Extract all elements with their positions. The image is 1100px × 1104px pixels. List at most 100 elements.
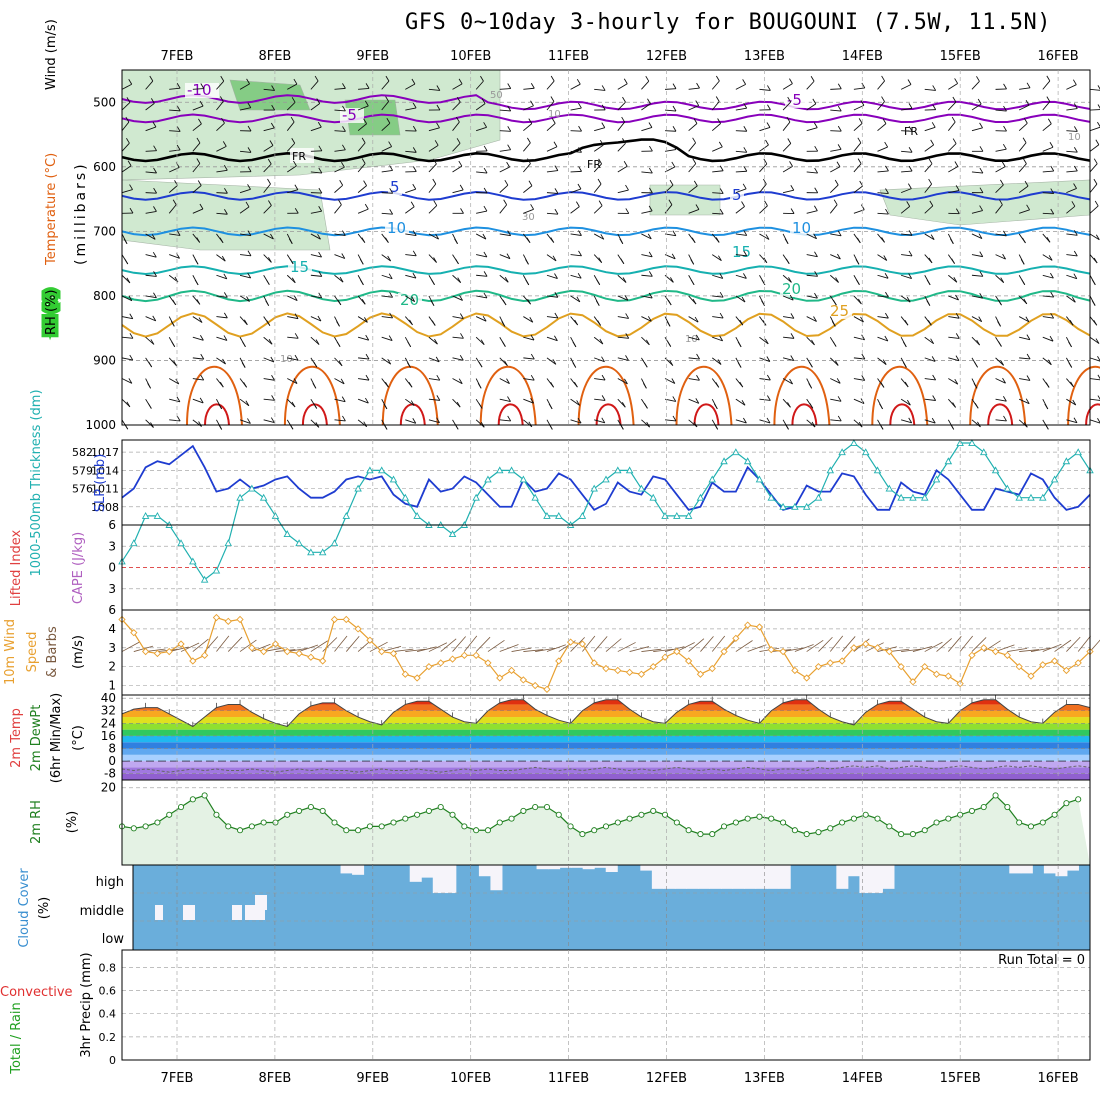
rh-point	[155, 820, 160, 825]
cloud-high-gap	[767, 865, 779, 889]
rh-point	[497, 820, 502, 825]
slp-ylabel: SLP (mb)	[93, 454, 108, 513]
y-tick-label: 700	[93, 224, 116, 238]
wind-barb-10m	[453, 636, 466, 651]
ylabel-wind: Wind (m/s)	[44, 19, 59, 90]
thickness-ylabel: 1000-500mb Thickness (dm)	[29, 389, 44, 576]
wind-ylabel-barbs-line: & Barbs	[45, 626, 60, 678]
cloud-high-gap	[848, 865, 860, 876]
wind-barb-10m	[606, 639, 621, 652]
precip-tick-label: 0.4	[99, 1008, 117, 1021]
thickness-point	[579, 513, 585, 519]
precip-ylabel-convective-text: Convective	[0, 985, 73, 1000]
cloud-high-gap	[490, 865, 502, 890]
wind-barb-10m	[925, 642, 943, 651]
rh-point	[332, 820, 337, 825]
date-label-top: 11FEB	[548, 49, 589, 64]
wind-barb-10m	[488, 640, 505, 651]
wind-ylabel-barbs: & Barbs	[45, 626, 60, 678]
date-label-bottom: 15FEB	[940, 1071, 981, 1086]
cloud-high-gap	[698, 865, 710, 889]
cloud-high-gap	[421, 865, 433, 878]
rh-point	[1064, 801, 1069, 806]
wind-barb-10m	[299, 645, 318, 652]
y-tick-label: 800	[93, 289, 116, 303]
li-tick-label: 3	[108, 582, 116, 596]
temp-band	[122, 704, 1090, 710]
rh-point	[226, 824, 231, 829]
precip-ylabel-units-text: 3hr Precip (mm)	[79, 952, 94, 1057]
rh-point	[308, 804, 313, 809]
rh-fill	[122, 795, 1090, 865]
wind-barb	[665, 131, 676, 132]
cross-ylabel: RH (%)Temperature (°C)Wind (m/s)	[44, 19, 59, 335]
wind-speed-point	[638, 671, 644, 677]
wind-speed-point	[284, 649, 290, 655]
cloud-high-gap	[583, 865, 595, 869]
wind-barb-flag	[1095, 201, 1098, 206]
date-label-top: 13FEB	[744, 49, 785, 64]
wind-barb-10m	[476, 637, 490, 651]
temp-band	[122, 711, 1090, 717]
cloud-units-ylabel: (%)	[37, 897, 52, 920]
wind-ylabel-speed: Speed	[25, 632, 40, 673]
wind-speed-point	[827, 660, 833, 666]
wind-speed-point	[261, 649, 267, 655]
rh-point	[698, 831, 703, 836]
rh-point	[733, 820, 738, 825]
rh-point	[178, 804, 183, 809]
wind-barb-10m	[618, 642, 636, 651]
rh-point	[910, 831, 915, 836]
wind-barb	[1090, 109, 1100, 110]
wind-speed-point	[945, 673, 951, 679]
temp-band	[122, 749, 1090, 755]
rh-point	[1076, 797, 1081, 802]
date-label-bottom: 10FEB	[450, 1071, 491, 1086]
rh-point	[686, 828, 691, 833]
minmax-ylabel: (6hr Min/Max)	[49, 693, 64, 783]
temp-tick-label: 0	[108, 754, 116, 768]
date-label-top: 14FEB	[842, 49, 883, 64]
wind-speed-point	[202, 652, 208, 658]
li-ylabel-line: Lifted Index	[9, 529, 24, 606]
wind-barb	[1090, 89, 1100, 90]
cloud-high-gap	[882, 865, 894, 889]
wind-speed-point	[296, 650, 302, 656]
wind-speed-point	[308, 654, 314, 660]
rh-point	[1040, 820, 1045, 825]
wind-speed-point	[627, 669, 633, 675]
rh-point	[993, 793, 998, 798]
thickness-point	[213, 568, 219, 574]
thickness-point	[343, 513, 349, 519]
date-label-bottom: 14FEB	[842, 1071, 883, 1086]
wind-barb-10m	[594, 636, 607, 651]
cloud-high-gap	[433, 865, 445, 893]
wind-barb-10m	[429, 643, 447, 652]
wind-barb-10m	[948, 636, 961, 651]
rh-point	[167, 812, 172, 817]
precip-tick-label: 0	[109, 1054, 116, 1067]
wind-barb	[1090, 206, 1098, 213]
rh-contour-label: 10	[1068, 132, 1081, 143]
rh-point	[509, 816, 514, 821]
cloud-high-gap	[444, 865, 456, 893]
wind-ylabel-units: (m/s)	[71, 635, 86, 669]
minmax-ylabel-line: (6hr Min/Max)	[49, 693, 64, 783]
rh-point	[556, 812, 561, 817]
wind-speed-point	[863, 641, 869, 647]
cloud-level-low: low	[102, 932, 125, 947]
isotherm-label: 20	[400, 291, 419, 309]
ylabel-temperature: Temperature (°C)	[44, 153, 59, 266]
cape-ylabel: CAPE (J/kg)	[71, 532, 86, 604]
wind-barb-10m	[1043, 644, 1062, 651]
cloud-high-gap	[721, 865, 733, 889]
temp-band	[122, 742, 1090, 748]
rh-contour-label: 10	[685, 334, 698, 345]
cloud-ylabel-line: Cloud Cover	[17, 868, 32, 948]
ylabel-millibars: (millibars)	[73, 161, 89, 265]
rh-point	[237, 828, 242, 833]
rh-point	[462, 824, 467, 829]
rh-contour-label: 10	[280, 354, 293, 365]
li-tick-label: 0	[108, 561, 116, 575]
